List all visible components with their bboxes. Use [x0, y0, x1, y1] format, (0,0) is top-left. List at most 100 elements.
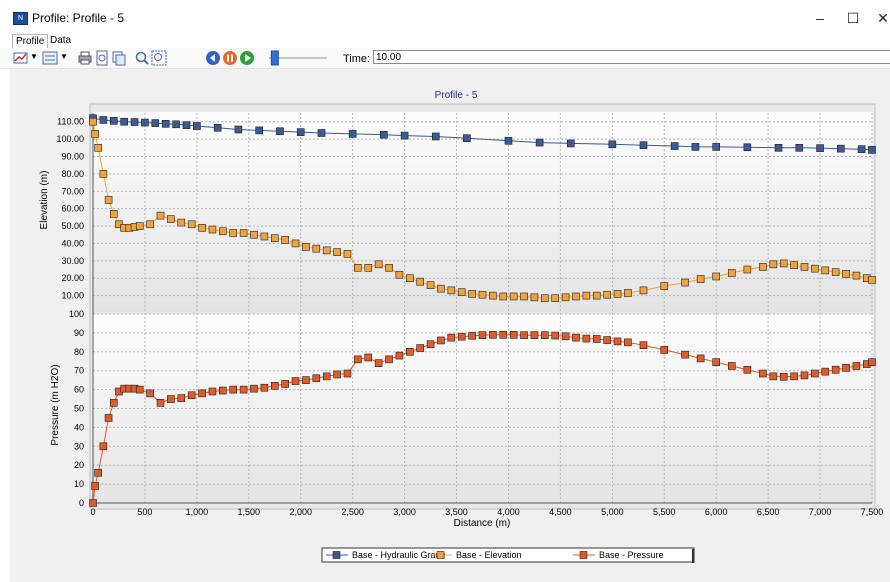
elevation-point	[743, 265, 752, 274]
pressure-point	[219, 386, 227, 395]
x-tick-label: 3,000	[393, 507, 416, 517]
pressure-point	[842, 364, 850, 372]
pressure-point	[520, 331, 528, 339]
pressure-point	[759, 369, 767, 378]
legend-marker	[332, 551, 341, 559]
legend-entry: Base - Pressure	[599, 550, 664, 560]
hydraulic-grade-point	[774, 143, 783, 152]
slider-thumb[interactable]	[270, 50, 279, 66]
elevation-point	[281, 236, 289, 244]
elevation-point	[354, 263, 362, 272]
copy-icon[interactable]	[111, 50, 127, 66]
x-axis-label: Distance (m)	[454, 518, 511, 529]
elevation-point	[613, 290, 622, 298]
print-icon[interactable]	[77, 50, 93, 66]
hydraulic-grade-point	[380, 130, 388, 139]
hydraulic-grade-point	[276, 127, 284, 136]
upper-y-tick-label: 70.00	[61, 186, 84, 196]
elevation-point	[343, 250, 352, 258]
maximize-button[interactable]: ☐	[846, 10, 860, 26]
elevation-point	[146, 220, 154, 229]
minimize-button[interactable]: –	[816, 10, 824, 26]
elevation-point	[270, 234, 279, 243]
lower-y-tick-label: 0	[79, 498, 84, 508]
chevron-down-icon[interactable]: ▼	[60, 52, 68, 61]
pressure-point	[94, 468, 102, 477]
zoom-icon[interactable]	[134, 50, 150, 66]
pressure-point	[624, 338, 632, 347]
hydraulic-grade-point	[193, 122, 201, 130]
pressure-point	[270, 382, 279, 390]
time-slider[interactable]	[265, 49, 331, 67]
pressure-point	[811, 369, 819, 378]
pressure-point	[291, 377, 300, 385]
pressure-point	[395, 351, 404, 360]
elevation-point	[167, 215, 175, 223]
elevation-point	[99, 170, 108, 178]
pressure-point	[91, 482, 99, 490]
series-options-icon[interactable]	[42, 50, 58, 66]
hydraulic-grade-point	[670, 142, 679, 150]
elevation-point	[426, 281, 435, 289]
pressure-point	[681, 350, 689, 359]
upper-y-tick-label: 60.00	[61, 204, 84, 214]
x-tick-label: 500	[137, 507, 152, 517]
pressure-point	[167, 395, 175, 403]
zoom-extents-icon[interactable]	[151, 50, 167, 66]
chevron-down-icon[interactable]: ▼	[30, 52, 38, 61]
x-tick-label: 5,000	[601, 507, 624, 517]
tab-data[interactable]: Data	[50, 35, 72, 46]
left-margin	[0, 69, 10, 582]
pressure-point	[509, 330, 518, 339]
elevation-point	[395, 270, 404, 279]
lower-y-tick-label: 10	[74, 479, 84, 489]
print-preview-icon[interactable]	[94, 50, 110, 66]
pressure-point	[790, 372, 798, 381]
pressure-point	[260, 383, 269, 392]
x-tick-label: 1,000	[186, 507, 209, 517]
pressure-point	[769, 372, 778, 381]
elevation-point	[260, 232, 269, 241]
elevation-point	[437, 284, 445, 293]
upper-y-tick-label: 90.00	[61, 151, 84, 161]
time-input[interactable]	[373, 50, 890, 64]
elevation-point	[727, 269, 736, 277]
pressure-point	[696, 354, 705, 363]
pressure-point	[405, 347, 414, 356]
pressure-point	[89, 499, 97, 507]
close-button[interactable]: ✕	[877, 10, 889, 26]
pressure-point	[592, 335, 601, 343]
pressure-point	[239, 385, 248, 394]
hydraulic-grade-point	[172, 120, 180, 129]
window-title: Profile: Profile - 5	[32, 11, 125, 25]
chart-settings-icon[interactable]	[13, 50, 29, 66]
elevation-point	[551, 294, 560, 303]
hydraulic-grade-point	[795, 143, 804, 152]
elevation-point	[696, 275, 705, 283]
elevation-point	[509, 292, 518, 301]
elevation-point	[800, 263, 809, 271]
pressure-point	[831, 365, 840, 374]
elevation-point	[333, 248, 341, 256]
elevation-point	[779, 259, 788, 268]
upper-y-tick-label: 20.00	[61, 273, 84, 283]
pressure-point	[177, 394, 186, 402]
pressure-point	[468, 331, 476, 340]
hydraulic-grade-point	[296, 128, 305, 136]
x-tick-label: 4,500	[549, 507, 572, 517]
play-icon[interactable]	[239, 50, 255, 66]
tab-profile[interactable]: Profile	[12, 34, 49, 49]
rewind-icon[interactable]	[205, 50, 221, 66]
elevation-point	[572, 292, 580, 301]
hydraulic-grade-point	[857, 145, 866, 153]
elevation-point	[385, 263, 393, 272]
upper-y-tick-label: 40.00	[61, 238, 84, 248]
pressure-point	[779, 372, 788, 381]
x-tick-label: 5,500	[653, 507, 676, 517]
pause-icon[interactable]	[222, 50, 238, 66]
pressure-point	[499, 330, 508, 339]
elevation-point	[603, 290, 611, 299]
hydraulic-grade-point	[743, 143, 752, 152]
pressure-point	[322, 372, 331, 381]
